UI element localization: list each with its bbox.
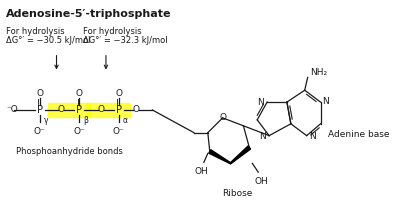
Text: O: O bbox=[36, 89, 43, 98]
Text: O⁻: O⁻ bbox=[34, 127, 46, 136]
Text: O⁻: O⁻ bbox=[113, 127, 125, 136]
Text: For hydrolysis: For hydrolysis bbox=[83, 27, 142, 36]
Text: OH: OH bbox=[195, 167, 209, 176]
Text: O: O bbox=[115, 89, 122, 98]
Text: ⁻O: ⁻O bbox=[6, 105, 18, 115]
Polygon shape bbox=[209, 150, 231, 164]
Text: γ: γ bbox=[44, 116, 48, 125]
Text: O: O bbox=[132, 105, 139, 115]
Text: Adenosine-5′-triphosphate: Adenosine-5′-triphosphate bbox=[6, 9, 172, 19]
Text: β: β bbox=[83, 116, 88, 125]
Text: O⁻: O⁻ bbox=[73, 127, 85, 136]
Text: OH: OH bbox=[254, 177, 268, 186]
Text: N: N bbox=[322, 97, 329, 106]
Text: N: N bbox=[259, 132, 266, 141]
Text: O: O bbox=[219, 113, 226, 122]
Text: O: O bbox=[58, 105, 65, 115]
Text: Ribose: Ribose bbox=[222, 189, 253, 198]
Text: α: α bbox=[123, 116, 128, 125]
Text: ΔG°′ = −32.3 kJ/mol: ΔG°′ = −32.3 kJ/mol bbox=[83, 36, 168, 45]
Text: P: P bbox=[76, 105, 82, 115]
Bar bbox=[87, 103, 130, 117]
Text: For hydrolysis: For hydrolysis bbox=[6, 27, 65, 36]
Text: Phosphoanhydride bonds: Phosphoanhydride bonds bbox=[16, 148, 123, 156]
Text: N: N bbox=[257, 98, 264, 107]
Bar bbox=[48, 103, 90, 117]
Text: ΔG°′ = −30.5 kJ/mol: ΔG°′ = −30.5 kJ/mol bbox=[6, 36, 91, 45]
Text: P: P bbox=[116, 105, 122, 115]
Text: O: O bbox=[76, 89, 83, 98]
Polygon shape bbox=[230, 146, 251, 164]
Text: O: O bbox=[98, 105, 104, 115]
Text: P: P bbox=[37, 105, 43, 115]
Text: N: N bbox=[309, 132, 315, 141]
Text: NH₂: NH₂ bbox=[310, 68, 327, 77]
Text: Adenine base: Adenine base bbox=[328, 130, 390, 139]
